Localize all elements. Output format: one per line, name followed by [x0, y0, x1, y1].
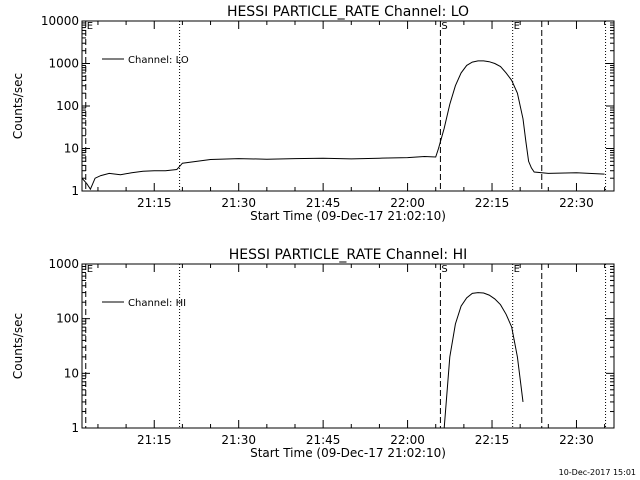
legend-entry: Channel: LO [128, 55, 189, 66]
legend-entry: Channel: HI [128, 298, 186, 309]
y-tick-label: 1000 [48, 57, 79, 71]
chart-lo-channel: HESSI PARTICLE_RATE Channel: LO 1 10 100 100… [11, 4, 615, 223]
y-tick-label: 1 [71, 421, 79, 435]
event-marker-label: E [514, 264, 520, 275]
y-tick-label: 10 [64, 366, 79, 380]
y-tick-label: 10000 [41, 14, 79, 28]
plot-frame [81, 263, 615, 429]
y-axis-label: Counts/sec [11, 313, 25, 379]
series-line [81, 60, 605, 191]
event-marker-label: E [514, 21, 520, 32]
x-tick-label: 22:00 [390, 433, 425, 447]
x-tick-label: 22:00 [390, 196, 425, 210]
x-tick-label: 22:30 [559, 196, 594, 210]
chart-hi-channel: HESSI PARTICLE_RATE Channel: HI 1 10 100 100… [11, 247, 615, 460]
event-marker-label: E [87, 21, 93, 32]
x-tick-label: 21:30 [221, 196, 256, 210]
y-tick-label: 1000 [48, 257, 79, 271]
y-tick-label: 100 [56, 312, 79, 326]
x-tick-label: 21:45 [306, 433, 341, 447]
x-axis-label: Start Time (09-Dec-17 21:02:10) [250, 446, 446, 460]
y-tick-label: 10 [64, 142, 79, 156]
series-line [443, 292, 524, 429]
y-axis-label: Counts/sec [11, 73, 25, 139]
x-tick-label: 22:15 [475, 433, 510, 447]
timestamp-label: 10-Dec-2017 15:01 [559, 468, 636, 477]
x-tick-label: 21:15 [137, 196, 172, 210]
x-tick-label: 22:15 [475, 196, 510, 210]
event-marker-label: S [441, 21, 447, 32]
y-tick-label: 1 [71, 184, 79, 198]
x-tick-label: 21:30 [221, 433, 256, 447]
event-marker-label: E [87, 264, 93, 275]
chart-title: HESSI PARTICLE_RATE Channel: LO [227, 4, 469, 20]
plot-frame [81, 20, 615, 192]
x-tick-label: 22:30 [559, 433, 594, 447]
x-tick-label: 21:15 [137, 433, 172, 447]
x-tick-label: 21:45 [306, 196, 341, 210]
event-marker-label: S [441, 264, 447, 275]
x-axis-label: Start Time (09-Dec-17 21:02:10) [250, 209, 446, 223]
chart-title: HESSI PARTICLE_RATE Channel: HI [229, 247, 467, 263]
y-tick-label: 100 [56, 99, 79, 113]
